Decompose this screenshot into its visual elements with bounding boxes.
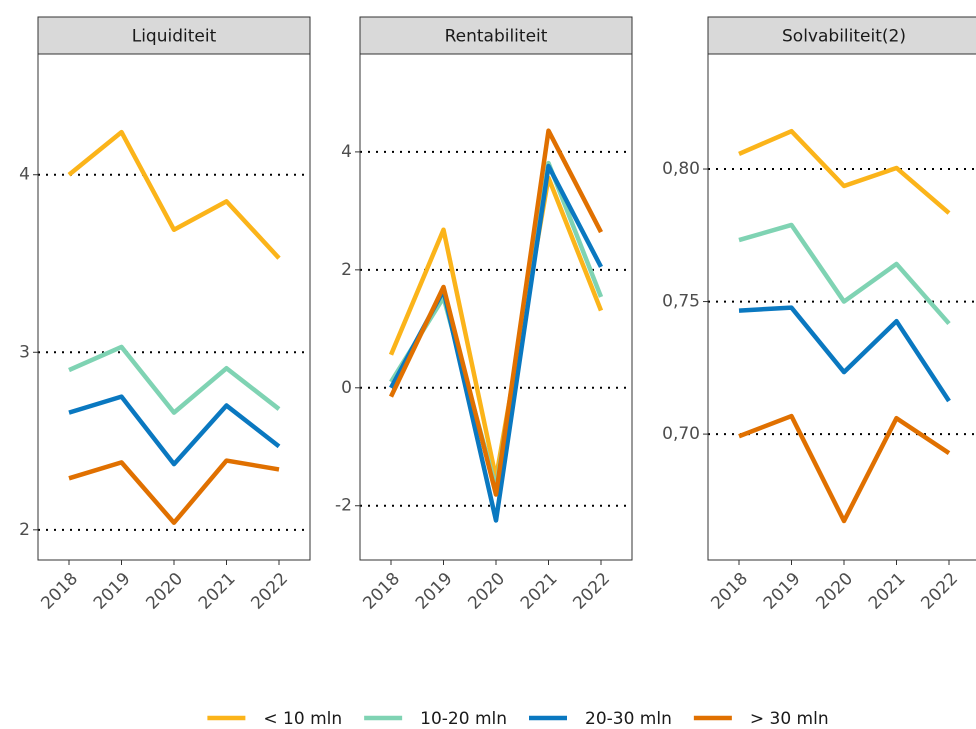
y-tick-label: 4 xyxy=(341,142,352,162)
legend-label: < 10 mln xyxy=(263,709,342,729)
x-tick-label: 2019 xyxy=(412,569,457,614)
x-tick-label: 2021 xyxy=(195,569,240,614)
series-line xyxy=(388,128,603,497)
legend-label: > 30 mln xyxy=(750,709,829,729)
legend-label: 10-20 mln xyxy=(420,709,507,729)
series-line xyxy=(67,129,281,260)
x-tick-label: 2022 xyxy=(247,569,292,614)
panel-title: Rentabiliteit xyxy=(445,27,548,47)
panel-title: Liquiditeit xyxy=(132,27,217,47)
y-tick-label: 2 xyxy=(341,260,352,280)
legend-label: 20-30 mln xyxy=(585,709,672,729)
x-tick-label: 2021 xyxy=(517,569,562,614)
x-tick-label: 2020 xyxy=(142,569,187,614)
y-tick-label: -2 xyxy=(335,496,352,516)
panel-title: Solvabiliteit(2) xyxy=(782,27,906,47)
x-tick-label: 2018 xyxy=(707,569,752,614)
y-tick-label: 0 xyxy=(341,378,352,398)
series-line xyxy=(68,394,281,467)
panel-background xyxy=(708,54,976,560)
series-line xyxy=(738,305,951,403)
y-tick-label: 4 xyxy=(19,165,30,185)
legend: < 10 mln 10-20 mln 20-30 mln > 30 mln xyxy=(207,709,829,729)
x-tick-label: 2022 xyxy=(917,569,962,614)
strip xyxy=(37,16,311,55)
y-tick-label: 0,75 xyxy=(662,292,700,312)
strip xyxy=(359,16,633,55)
series-line xyxy=(738,222,951,326)
x-tick-label: 2020 xyxy=(464,569,509,614)
x-tick-label: 2018 xyxy=(359,569,404,614)
x-tick-label: 2019 xyxy=(760,569,805,614)
series-line xyxy=(68,344,281,415)
y-tick-label: 3 xyxy=(19,342,30,362)
x-tick-label: 2020 xyxy=(812,569,857,614)
x-tick-label: 2022 xyxy=(569,569,614,614)
panel-border xyxy=(707,53,976,561)
x-tick-label: 2018 xyxy=(37,569,82,614)
panel-border xyxy=(359,53,633,561)
panel-border xyxy=(37,53,311,561)
y-tick-label: 0,80 xyxy=(662,159,700,179)
series-line xyxy=(738,128,951,215)
y-tick-label: 0,70 xyxy=(662,424,700,444)
strip xyxy=(707,16,976,55)
series-line xyxy=(68,458,280,525)
x-tick-label: 2019 xyxy=(90,569,135,614)
panel-background xyxy=(38,54,310,560)
series-line xyxy=(738,413,951,524)
y-tick-label: 2 xyxy=(19,520,30,540)
x-tick-label: 2021 xyxy=(865,569,910,614)
